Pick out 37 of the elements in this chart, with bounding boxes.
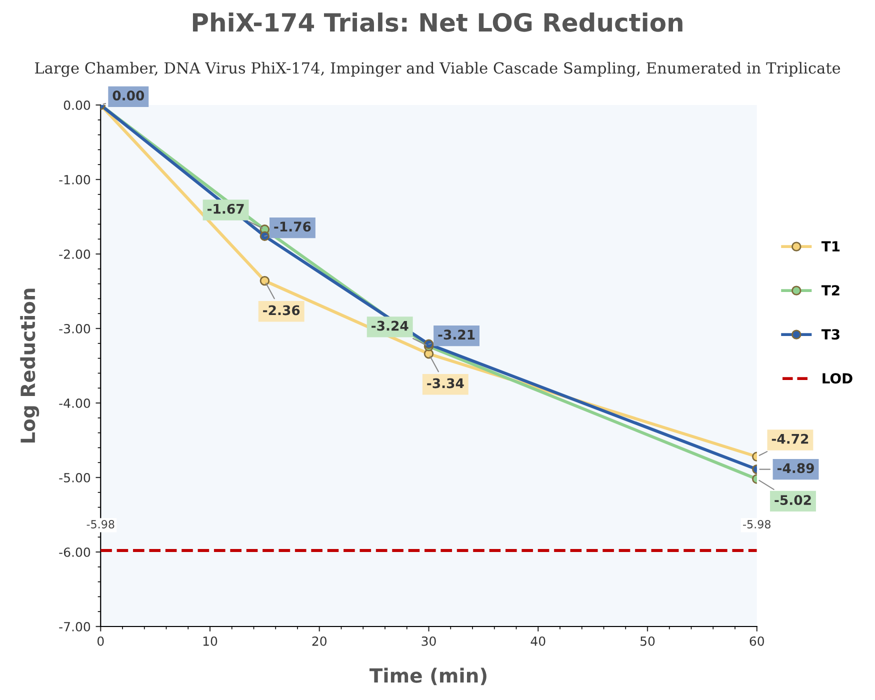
data-label: -5.02: [774, 495, 811, 506]
legend-label: T2: [821, 285, 840, 296]
x-tick-label: 20: [312, 636, 326, 646]
data-label: -5.98: [86, 520, 114, 528]
data-label: -3.34: [427, 378, 464, 388]
x-tick-label: 30: [422, 636, 436, 646]
data-label: -5.98: [743, 520, 770, 528]
legend-label: T1: [821, 241, 840, 252]
legend-label: LOD: [822, 373, 852, 384]
y-tick-label: -4.00: [59, 398, 90, 408]
y-tick-label: -3.00: [59, 324, 90, 334]
x-tick-label: 40: [530, 636, 546, 646]
chart-title: PhiX-174 Trials: Net LOG Reduction: [192, 12, 682, 32]
data-label: -1.67: [208, 204, 244, 214]
data-label: -2.36: [263, 305, 300, 316]
x-tick-label: 50: [640, 636, 655, 646]
data-label: -4.72: [772, 434, 808, 444]
y-tick-label: -6.00: [59, 547, 90, 557]
y-tick-label: 0.00: [64, 100, 90, 110]
x-tick-label: 60: [750, 636, 764, 646]
y-tick-label: -2.00: [59, 249, 90, 259]
point: [260, 276, 270, 286]
x-tick-label: 0: [97, 636, 104, 646]
y-axis-title: Log Reduction: [20, 288, 40, 442]
data-label: -4.89: [777, 463, 814, 474]
data-label: 0.00: [112, 90, 144, 100]
y-tick-label: -5.00: [59, 472, 90, 482]
x-tick-label: 10: [203, 636, 218, 646]
data-label: -3.21: [438, 330, 475, 340]
y-tick-label: -1.00: [59, 174, 90, 184]
x-axis-title: Time (min): [370, 668, 486, 686]
data-label: -3.24: [372, 320, 408, 331]
y-tick-label: -7.00: [59, 622, 90, 632]
chart-subtitle: Large Chamber, DNA Virus PhiX-174, Impinger and Viable Cascade Sampling, Enumerated in Triplicate: [35, 62, 840, 77]
legend-label: T3: [821, 329, 840, 340]
data-label: -1.76: [274, 222, 311, 232]
point: [260, 231, 270, 241]
